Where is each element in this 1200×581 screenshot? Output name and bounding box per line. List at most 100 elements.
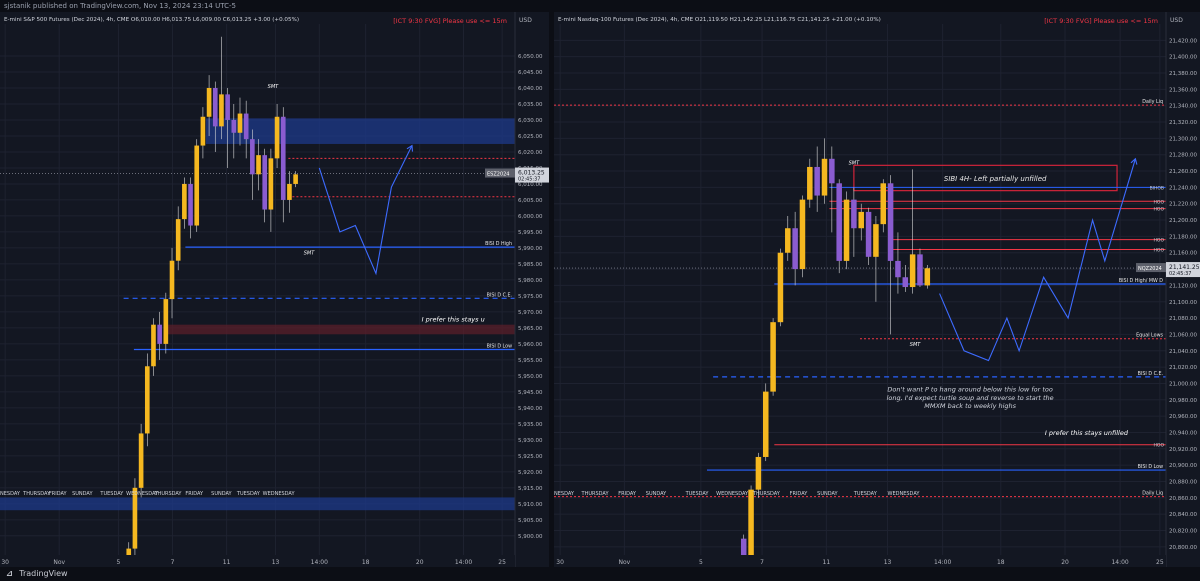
chart1-red-level-label-1: Equal Lows (1136, 333, 1163, 339)
nasdaq-chart-pane[interactable]: SIBI 4H- Left partially unfilled BIHOB HOO… (554, 12, 1200, 567)
chart0-x-tick-label-1: Nov (53, 559, 65, 566)
chart0-day-label-9: TUESDAY (236, 491, 261, 497)
chart0-candle-body-25 (280, 116, 286, 200)
chart0-y-tick-label-22: 5,940.00 (518, 406, 543, 412)
chart0-y-tick-label-9: 6,005.00 (518, 198, 543, 204)
chart1-y-tick-label-20: 21,020.00 (1169, 365, 1197, 371)
chart1-candle-body-21 (895, 260, 901, 278)
chart0-zone-2 (0, 497, 515, 511)
chart0-x-tick-label-0: 30 (1, 559, 9, 566)
chart1-candle-body-11 (821, 158, 828, 196)
chart0-x-tick-label-4: 11 (223, 559, 231, 566)
chart0-candle-body-15 (219, 94, 224, 127)
chart1-y-tick-label-23: 20,960.00 (1169, 414, 1197, 420)
chart0-candle-body-11 (194, 145, 200, 226)
chart1-y-tick-label-29: 20,840.00 (1169, 512, 1197, 518)
chart0-zone-1 (164, 324, 516, 335)
chart1-small-level-label-4: HOO (1154, 247, 1165, 253)
chart1-current-price-badge (1166, 262, 1200, 278)
chart1-y-tick-label-9: 21,240.00 (1169, 185, 1197, 191)
chart1-y-tick-label-31: 20,800.00 (1169, 545, 1197, 551)
chart1-candle-body-5 (777, 252, 784, 323)
chart0-annotation-1: SMT (304, 250, 315, 256)
sp500-chart-pane[interactable]: BISI D High5,990.25BISI D C.E.5,974.25BI… (0, 12, 549, 567)
chart0-y-tick-label-25: 5,925.00 (518, 454, 543, 460)
chart0-x-tick-label-9: 14:00 (455, 559, 472, 566)
chart0-y-tick-label-27: 5,915.00 (518, 486, 543, 492)
chart0-current-price-text: 6,013.25 (518, 170, 545, 177)
chart0-projection-arrow-icon (406, 144, 414, 152)
chart1-x-tick-label-0: 30 (556, 559, 564, 566)
chart0-y-tick-label-28: 5,910.00 (518, 502, 543, 508)
pane-divider[interactable] (549, 12, 554, 567)
chart1-day-label-7: FRIDAY (790, 491, 809, 497)
chart0-x-tick-label-7: 18 (362, 559, 370, 566)
chart1-x-tick-label-6: 14:00 (934, 559, 951, 566)
chart1-projection-arrow-icon (1130, 157, 1138, 165)
chart0-y-tick-label-2: 6,040.00 (518, 86, 543, 92)
chart0-x-tick-label-10: 25 (498, 559, 506, 566)
footer-brand[interactable]: TradingView (19, 569, 68, 578)
chart0-y-tick-label-26: 5,920.00 (518, 470, 543, 476)
chart1-candle-body-16 (858, 211, 864, 229)
chart0-y-tick-label-13: 5,985.00 (518, 262, 543, 268)
chart1-candle-body-18 (873, 224, 879, 257)
chart0-y-tick-label-0: 6,050.00 (518, 54, 543, 60)
tradingview-logo-icon[interactable]: ⊿ (6, 569, 13, 578)
chart1-candle-body-2 (755, 456, 762, 490)
chart1-y-tick-label-10: 21,220.00 (1169, 202, 1197, 208)
chart1-y-tick-label-2: 21,380.00 (1169, 71, 1197, 77)
chart1-price-axis (1166, 12, 1200, 567)
chart0-candle-body-19 (243, 113, 249, 140)
chart1-y-tick-label-6: 21,300.00 (1169, 136, 1197, 142)
chart1-day-label-10: WEDNESDAY (888, 491, 921, 497)
chart0-projection-path (318, 145, 413, 276)
chart1-y-tick-label-16: 21,100.00 (1169, 300, 1197, 306)
chart1-candle-body-8 (799, 199, 806, 270)
chart0-y-tick-label-21: 5,945.00 (518, 390, 543, 396)
chart0-level-label-0: BISI D High (485, 241, 512, 247)
chart1-candle-body-1 (748, 489, 754, 560)
chart1-candle-body-12 (829, 158, 835, 184)
chart1-y-tick-label-5: 21,320.00 (1169, 120, 1197, 126)
chart1-candle-body-24 (917, 254, 923, 286)
chart1-time-axis (554, 555, 1166, 567)
chart0-y-tick-label-11: 5,995.00 (518, 230, 543, 236)
chart1-day-label-2: FRIDAY (618, 491, 637, 497)
chart1-level-label-2: BISI D Low (1138, 464, 1163, 470)
chart0-y-tick-label-8: 6,010.00 (518, 182, 543, 188)
chart1-candle-body-7 (792, 228, 798, 270)
chart1-current-symbol-text: NQZ2024 (1138, 266, 1162, 272)
chart0-day-label-6: THURSDAY (154, 491, 183, 497)
chart0-candle-body-2 (138, 433, 144, 488)
chart1-y-tick-label-11: 21,200.00 (1169, 218, 1197, 224)
chart1-y-tick-label-30: 20,820.00 (1169, 528, 1197, 534)
chart1-candle-body-13 (836, 183, 842, 261)
chart1-candle-body-6 (785, 228, 791, 253)
chart1-x-tick-label-7: 18 (997, 559, 1005, 566)
chart0-candle-body-6 (163, 299, 169, 344)
chart1-candle-body-3 (762, 391, 769, 457)
chart1-y-tick-label-21: 21,000.00 (1169, 381, 1197, 387)
chart0-day-label-10: WEDNESDAY (263, 491, 296, 497)
chart0-annotation-0: SMT (268, 84, 279, 90)
chart1-small-level-label-3: HOO (1154, 238, 1165, 244)
chart0-candle-body-26 (287, 183, 292, 200)
chart0-annotation-2: I prefer this stays u (422, 315, 485, 323)
chart1-current-price-text: 21,141.25 (1169, 264, 1200, 271)
chart0-day-label-3: SUNDAY (72, 491, 93, 497)
chart0-x-tick-label-5: 13 (272, 559, 280, 566)
chart1-day-label-3: SUNDAY (646, 491, 667, 497)
chart0-level-label-1: BISI D C.E. (487, 292, 512, 298)
chart1-current-timer-text: 02:45:37 (1169, 271, 1191, 277)
chart1-y-tick-label-19: 21,040.00 (1169, 349, 1197, 355)
chart1-sibi-label: SIBI 4H- Left partially unfilled (944, 175, 1047, 183)
chart1-candle-body-0 (740, 538, 747, 560)
chart1-y-tick-label-4: 21,340.00 (1169, 104, 1197, 110)
chart0-background (0, 12, 549, 567)
chart0-day-label-5: WEDNESDAY (126, 491, 159, 497)
chart0-y-tick-label-30: 5,900.00 (518, 534, 543, 540)
chart0-currency-label: USD (519, 17, 532, 24)
chart1-y-tick-label-27: 20,880.00 (1169, 479, 1197, 485)
chart0-y-tick-label-16: 5,970.00 (518, 310, 543, 316)
